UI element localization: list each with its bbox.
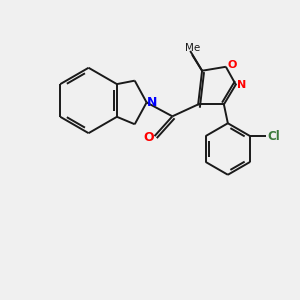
Text: O: O xyxy=(227,60,236,70)
Text: O: O xyxy=(143,130,154,144)
Text: N: N xyxy=(237,80,246,90)
Text: Me: Me xyxy=(184,43,200,53)
Text: N: N xyxy=(146,96,157,109)
Text: Cl: Cl xyxy=(268,130,280,142)
